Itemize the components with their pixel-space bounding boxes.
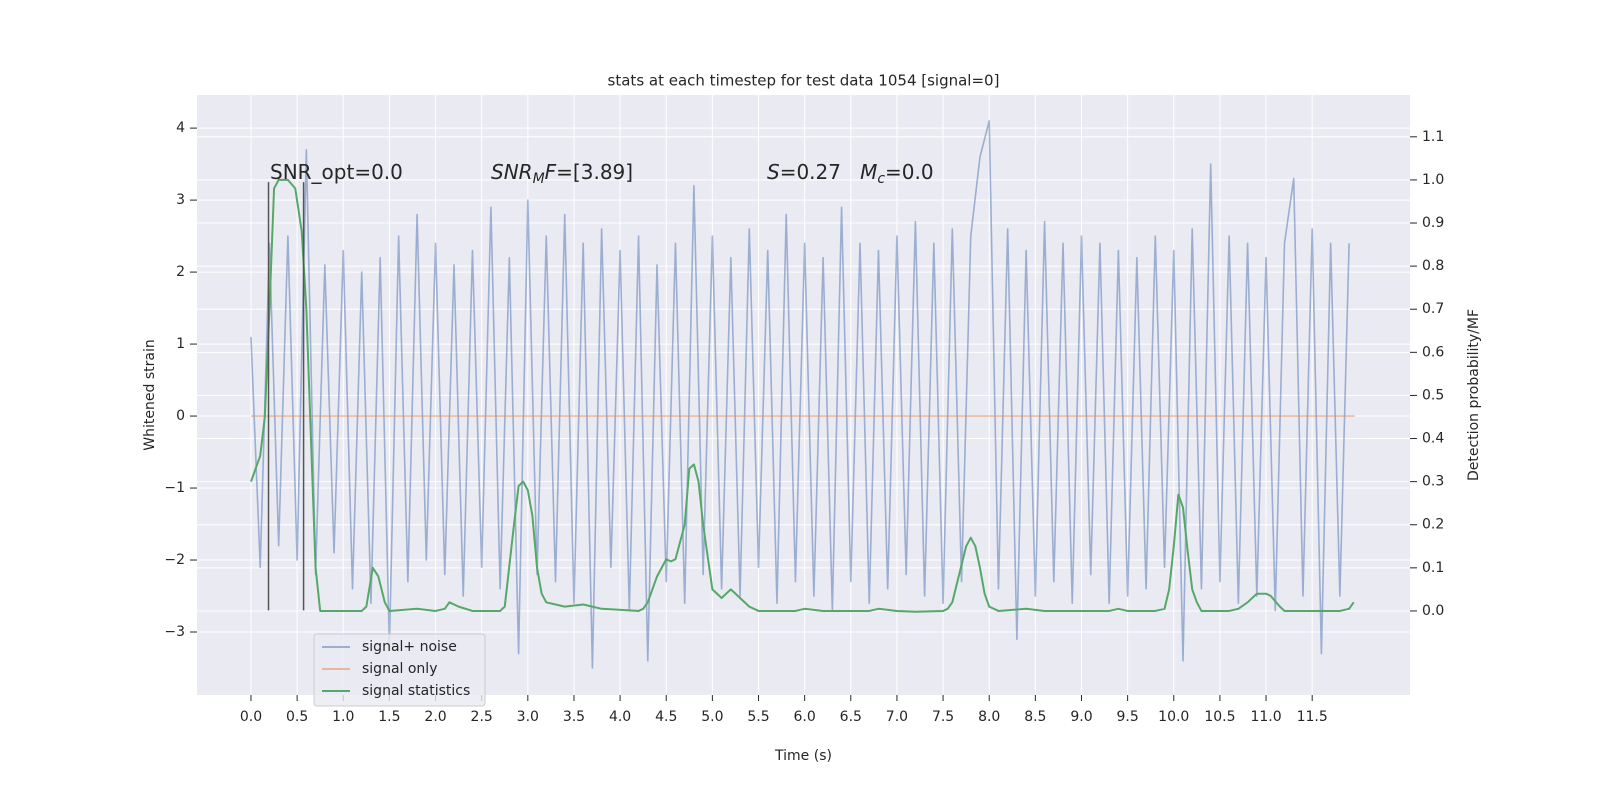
marks	[250, 120, 1355, 669]
x-tick-label: 6.5	[840, 709, 862, 725]
series-line	[250, 178, 1355, 613]
annotation-part: SNR	[491, 160, 533, 184]
annotation-part: M	[533, 171, 545, 187]
y-tick-label: −1	[164, 480, 185, 496]
x-tick-label: 8.5	[1024, 709, 1046, 725]
x-tick-label: 7.5	[932, 709, 954, 725]
y2-tick-label: 0.2	[1422, 517, 1444, 533]
x-tick-label: 1.5	[378, 709, 400, 725]
legend: signal+ noise signal only signal statistic…	[313, 633, 486, 707]
x-tick-label: 9.5	[1116, 709, 1138, 725]
x-tick-label: 2.5	[471, 709, 493, 725]
legend-label: signal+ noise	[362, 639, 457, 655]
series-line	[250, 120, 1350, 669]
annotation-part: c	[877, 171, 885, 187]
y2-tick-label: 0.0	[1422, 603, 1444, 619]
annotation: SNRMF=[3.89]	[491, 160, 633, 188]
x-tick-label: 10.0	[1158, 709, 1189, 725]
y-tick-label: 1	[176, 336, 185, 352]
y-tick-label: −3	[164, 624, 185, 640]
x-tick-label: 7.0	[886, 709, 908, 725]
axes: 0.0 0.5 1.0 1.5 2.0 2.5 3.0 3.5 4.0 4.5 5.0 5.5 6.0 6…	[164, 120, 1444, 725]
y2-tick-label: 0.6	[1422, 344, 1444, 360]
annotation: SNR_opt=0.0	[270, 160, 403, 184]
x-tick-label: 8.0	[978, 709, 1000, 725]
y-axis-label: Whitened strain	[142, 339, 158, 450]
y2-tick-label: 0.8	[1422, 258, 1444, 274]
x-tick-label: 4.5	[655, 709, 677, 725]
annotation-part: =0.27	[780, 160, 860, 184]
x-tick-label: 0.0	[240, 709, 262, 725]
y2-axis-label: Detection probability/MF	[1466, 309, 1482, 481]
x-tick-label: 10.5	[1204, 709, 1235, 725]
y-tick-label: −2	[164, 552, 185, 568]
y2-tick-label: 1.0	[1422, 172, 1444, 188]
x-axis-label: Time (s)	[774, 748, 832, 764]
y-tick-label: 4	[176, 120, 185, 136]
x-tick-label: 3.5	[563, 709, 585, 725]
annotation-part: S	[767, 160, 780, 184]
annotation-part: M	[860, 160, 877, 184]
y-tick-label: 2	[176, 264, 185, 280]
annotation-part: =[3.89]	[556, 160, 633, 184]
chart-title: stats at each timestep for test data 105…	[608, 72, 1000, 90]
annotation-part: F	[545, 160, 557, 184]
x-tick-label: 4.0	[609, 709, 631, 725]
y-tick-label: 3	[176, 192, 185, 208]
annotation-part: =0.0	[885, 160, 934, 184]
x-tick-label: 1.0	[332, 709, 354, 725]
legend-box	[313, 633, 486, 707]
legend-label: signal only	[362, 661, 437, 677]
x-tick-label: 6.0	[794, 709, 816, 725]
y2-tick-label: 0.9	[1422, 215, 1444, 231]
x-tick-label: 5.5	[747, 709, 769, 725]
x-tick-label: 2.0	[424, 709, 446, 725]
x-tick-label: 11.5	[1297, 709, 1328, 725]
y2-tick-label: 0.5	[1422, 387, 1444, 403]
y2-tick-label: 0.3	[1422, 474, 1444, 490]
y2-tick-label: 0.7	[1422, 301, 1444, 317]
x-tick-label: 0.5	[286, 709, 308, 725]
y-tick-label: 0	[176, 408, 185, 424]
x-tick-label: 9.0	[1070, 709, 1092, 725]
annotation: S=0.27 Mc=0.0	[767, 160, 934, 188]
legend-label: signal statistics	[362, 683, 470, 699]
y2-tick-label: 1.1	[1422, 129, 1444, 145]
x-tick-label: 5.0	[701, 709, 723, 725]
x-tick-label: 3.0	[517, 709, 539, 725]
x-tick-label: 11.0	[1250, 709, 1281, 725]
y2-tick-label: 0.1	[1422, 560, 1444, 576]
y2-tick-label: 0.4	[1422, 431, 1444, 447]
annotation-part: SNR_opt=0.0	[270, 160, 403, 184]
